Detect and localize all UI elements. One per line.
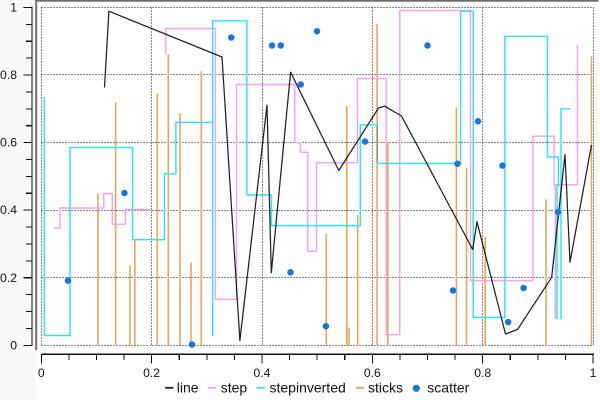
svg-text:0.2: 0.2 xyxy=(143,366,160,380)
svg-text:0: 0 xyxy=(10,339,17,353)
svg-text:1: 1 xyxy=(590,366,597,380)
svg-text:0.4: 0.4 xyxy=(254,366,271,380)
svg-text:0.4: 0.4 xyxy=(0,203,17,217)
svg-text:0.8: 0.8 xyxy=(474,366,491,380)
svg-text:0.2: 0.2 xyxy=(0,271,17,285)
svg-text:0.8: 0.8 xyxy=(0,68,17,82)
svg-text:0: 0 xyxy=(38,366,45,380)
svg-text:1: 1 xyxy=(10,1,17,15)
svg-text:step: step xyxy=(221,379,248,395)
svg-text:0.6: 0.6 xyxy=(364,366,381,380)
svg-text:0.6: 0.6 xyxy=(0,136,17,150)
svg-text:stepinverted: stepinverted xyxy=(270,379,346,395)
svg-text:line: line xyxy=(177,379,199,395)
svg-text:sticks: sticks xyxy=(368,379,403,395)
svg-text:scatter: scatter xyxy=(427,379,469,395)
